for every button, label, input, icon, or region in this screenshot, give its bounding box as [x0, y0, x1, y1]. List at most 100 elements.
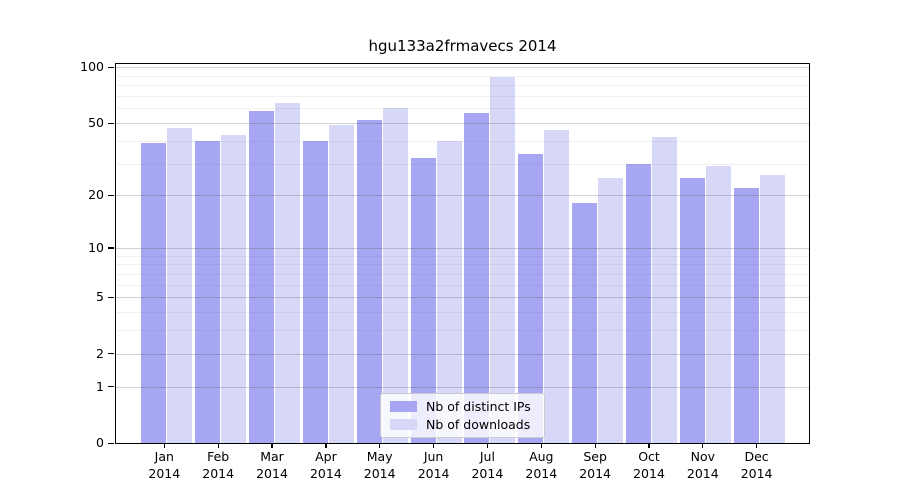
bar-downloads-mar: [275, 103, 300, 443]
x-tick-label-nov: Nov 2014: [668, 448, 738, 482]
y-tick-mark-10: [108, 247, 114, 249]
x-tick-year: 2014: [363, 466, 396, 481]
x-tick-mark-aug: [540, 443, 542, 448]
x-tick-mark-apr: [325, 443, 327, 448]
gridline-minor-7: [116, 273, 809, 275]
x-tick-year: 2014: [202, 466, 235, 481]
x-tick-label-jul: Jul 2014: [452, 448, 522, 482]
gridline-major-1: [116, 386, 809, 388]
x-tick-mark-jan: [163, 443, 165, 448]
gridline-minor-40: [116, 140, 809, 142]
y-tick-mark-100: [108, 66, 114, 69]
x-tick-year: 2014: [525, 466, 558, 481]
gridline-minor-3: [116, 330, 809, 332]
x-tick-mark-jul: [486, 443, 489, 448]
bar-downloads-may: [382, 108, 408, 443]
y-tick-label-5: 5: [96, 289, 104, 305]
x-tick-year: 2014: [579, 466, 611, 481]
legend-item-distinct-ips: Nb of distinct IPs: [390, 399, 536, 414]
bar-distinct-ips-jan: [141, 142, 167, 443]
gridline-minor-4: [116, 312, 809, 313]
legend-swatch-downloads: [390, 419, 417, 430]
bar-distinct-ips-nov: [679, 177, 705, 443]
x-tick-year: 2014: [417, 466, 450, 481]
y-tick-label-0: 0: [96, 435, 104, 450]
bar-downloads-sep: [598, 177, 624, 443]
bar-distinct-ips-mar: [249, 111, 274, 443]
y-tick-label-100: 100: [80, 59, 104, 75]
x-tick-label-apr: Apr 2014: [291, 448, 361, 482]
x-tick-label-sep: Sep 2014: [560, 448, 630, 482]
bar-downloads-dec: [759, 174, 785, 443]
gridline-major-2: [116, 353, 809, 355]
bar-downloads-oct: [651, 136, 677, 443]
gridline-major-20: [116, 195, 809, 197]
y-tick-mark-0: [108, 442, 114, 444]
x-tick-mark-nov: [702, 443, 704, 448]
y-tick-mark-20: [108, 194, 114, 196]
legend-item-downloads: Nb of downloads: [390, 417, 536, 432]
x-tick-label-oct: Oct 2014: [614, 448, 684, 482]
x-tick-year: 2014: [256, 466, 288, 481]
x-tick-label-jan: Jan 2014: [129, 448, 199, 482]
gridline-minor-9: [116, 255, 809, 257]
bar-distinct-ips-oct: [625, 163, 651, 443]
x-tick-mark-jun: [432, 443, 435, 448]
x-tick-month: Jun: [423, 449, 444, 464]
bar-distinct-ips-may: [356, 119, 382, 443]
legend: Nb of distinct IPs Nb of downloads: [380, 393, 545, 438]
y-tick-label-1: 1: [96, 378, 104, 394]
x-tick-label-may: May 2014: [345, 448, 415, 482]
bar-distinct-ips-jul: [464, 112, 490, 443]
bar-distinct-ips-apr: [302, 140, 328, 443]
x-tick-label-jun: Jun 2014: [399, 448, 469, 482]
x-tick-label-mar: Mar 2014: [237, 448, 307, 482]
chart-title: hgu133a2frmavecs 2014: [368, 37, 557, 55]
bar-downloads-nov: [705, 166, 731, 443]
gridline-major-100: [116, 67, 809, 69]
x-tick-year: 2014: [686, 466, 719, 481]
x-tick-month: Jul: [479, 449, 495, 464]
bar-downloads-aug: [544, 129, 570, 443]
x-tick-mark-sep: [594, 443, 596, 448]
y-tick-label-20: 20: [88, 187, 104, 203]
x-tick-year: 2014: [740, 466, 773, 481]
x-tick-year: 2014: [633, 466, 665, 481]
y-tick-mark-5: [108, 296, 114, 298]
gridline-minor-6: [116, 284, 809, 286]
bar-downloads-jul: [490, 76, 516, 443]
x-tick-year: 2014: [309, 466, 342, 481]
gridline-minor-60: [116, 108, 809, 110]
gridline-major-5: [116, 297, 809, 299]
x-tick-label-feb: Feb 2014: [183, 448, 253, 482]
gridline-minor-8: [116, 264, 809, 266]
x-tick-label-dec: Dec 2014: [722, 448, 792, 482]
x-tick-month: Sep: [583, 449, 607, 464]
x-tick-month: Mar: [260, 449, 284, 464]
x-tick-label-aug: Aug 2014: [506, 448, 576, 482]
bar-downloads-jun: [436, 140, 462, 443]
x-tick-mark-mar: [271, 443, 273, 448]
x-tick-month: Aug: [529, 449, 554, 464]
x-tick-month: Jan: [154, 449, 174, 464]
x-tick-mark-may: [379, 443, 381, 448]
legend-label-distinct-ips: Nb of distinct IPs: [426, 399, 531, 414]
gridline-minor-80: [116, 85, 809, 87]
x-tick-mark-oct: [648, 443, 650, 448]
x-tick-month: May: [366, 449, 393, 464]
x-tick-year: 2014: [148, 466, 181, 481]
x-tick-month: Nov: [690, 449, 715, 464]
x-tick-year: 2014: [471, 466, 504, 481]
y-tick-label-50: 50: [88, 115, 104, 130]
bar-distinct-ips-feb: [195, 140, 221, 443]
x-tick-mark-dec: [756, 443, 758, 448]
bar-distinct-ips-dec: [733, 187, 759, 443]
x-tick-month: Dec: [744, 449, 769, 464]
y-tick-label-2: 2: [96, 345, 104, 361]
gridline-minor-30: [116, 163, 809, 165]
y-tick-mark-50: [108, 122, 114, 124]
x-tick-mark-feb: [217, 443, 219, 448]
bar-downloads-jan: [167, 127, 193, 443]
gridline-minor-70: [116, 96, 809, 98]
